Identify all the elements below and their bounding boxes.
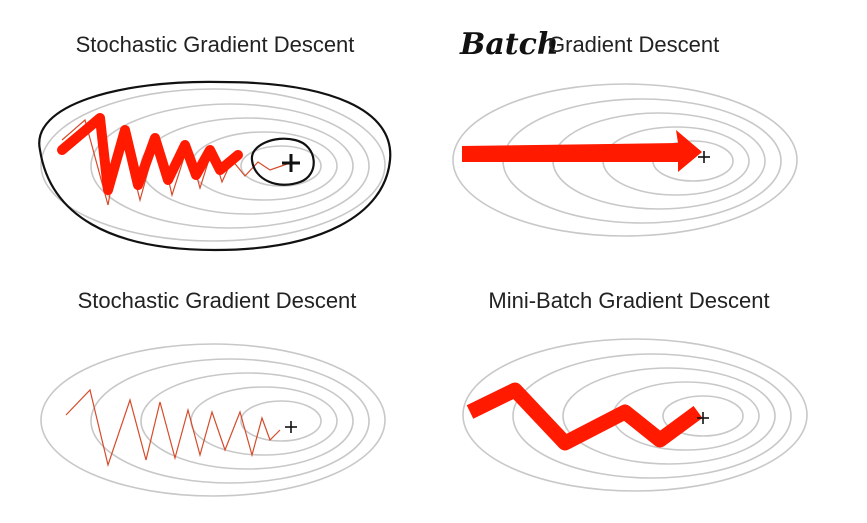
contour-line (512, 353, 792, 479)
batch-path (462, 130, 702, 172)
contour-line (662, 395, 744, 437)
panel-title: Mini-Batch Gradient Descent (488, 288, 769, 313)
minimum-marker (697, 412, 709, 424)
minimum-marker (698, 151, 710, 163)
mini-batch-path (466, 382, 703, 451)
panel-title: Gradient Descent (548, 32, 719, 57)
annotation-loop-small (250, 137, 315, 186)
sgd-path (65, 388, 281, 468)
contour-line (452, 83, 798, 237)
contour-plots (40, 83, 808, 497)
contour-line (240, 400, 322, 442)
contour-line (40, 88, 386, 242)
sgd-highlight (57, 113, 243, 195)
panel-title: Stochastic Gradient Descent (76, 32, 355, 57)
contour-line (240, 145, 322, 187)
annotation-loop (38, 80, 392, 252)
contour-line (90, 358, 370, 484)
contour-line (462, 338, 808, 492)
contour-line (140, 372, 354, 470)
handwritten-annotation: Batch (459, 27, 559, 62)
minimum-marker (282, 154, 300, 172)
contour-line (190, 386, 338, 456)
minimum-marker (285, 421, 297, 433)
panel-title: Stochastic Gradient Descent (78, 288, 357, 313)
contour-line (90, 103, 370, 229)
contour-line (40, 343, 386, 497)
contour-line (562, 367, 776, 465)
